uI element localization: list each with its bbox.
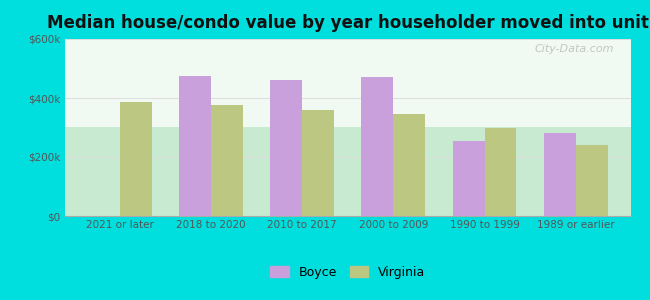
Bar: [452, 141, 484, 216]
Bar: [544, 134, 576, 216]
Bar: [179, 76, 211, 216]
Bar: [576, 145, 608, 216]
Bar: [120, 102, 151, 216]
Bar: [270, 80, 302, 216]
Title: Median house/condo value by year householder moved into unit: Median house/condo value by year househo…: [47, 14, 649, 32]
Bar: [361, 77, 393, 216]
Bar: [302, 110, 334, 216]
Bar: [484, 128, 517, 216]
Bar: [393, 114, 425, 216]
Text: City-Data.com: City-Data.com: [534, 44, 614, 54]
Legend: Boyce, Virginia: Boyce, Virginia: [265, 261, 430, 284]
Bar: [211, 105, 243, 216]
